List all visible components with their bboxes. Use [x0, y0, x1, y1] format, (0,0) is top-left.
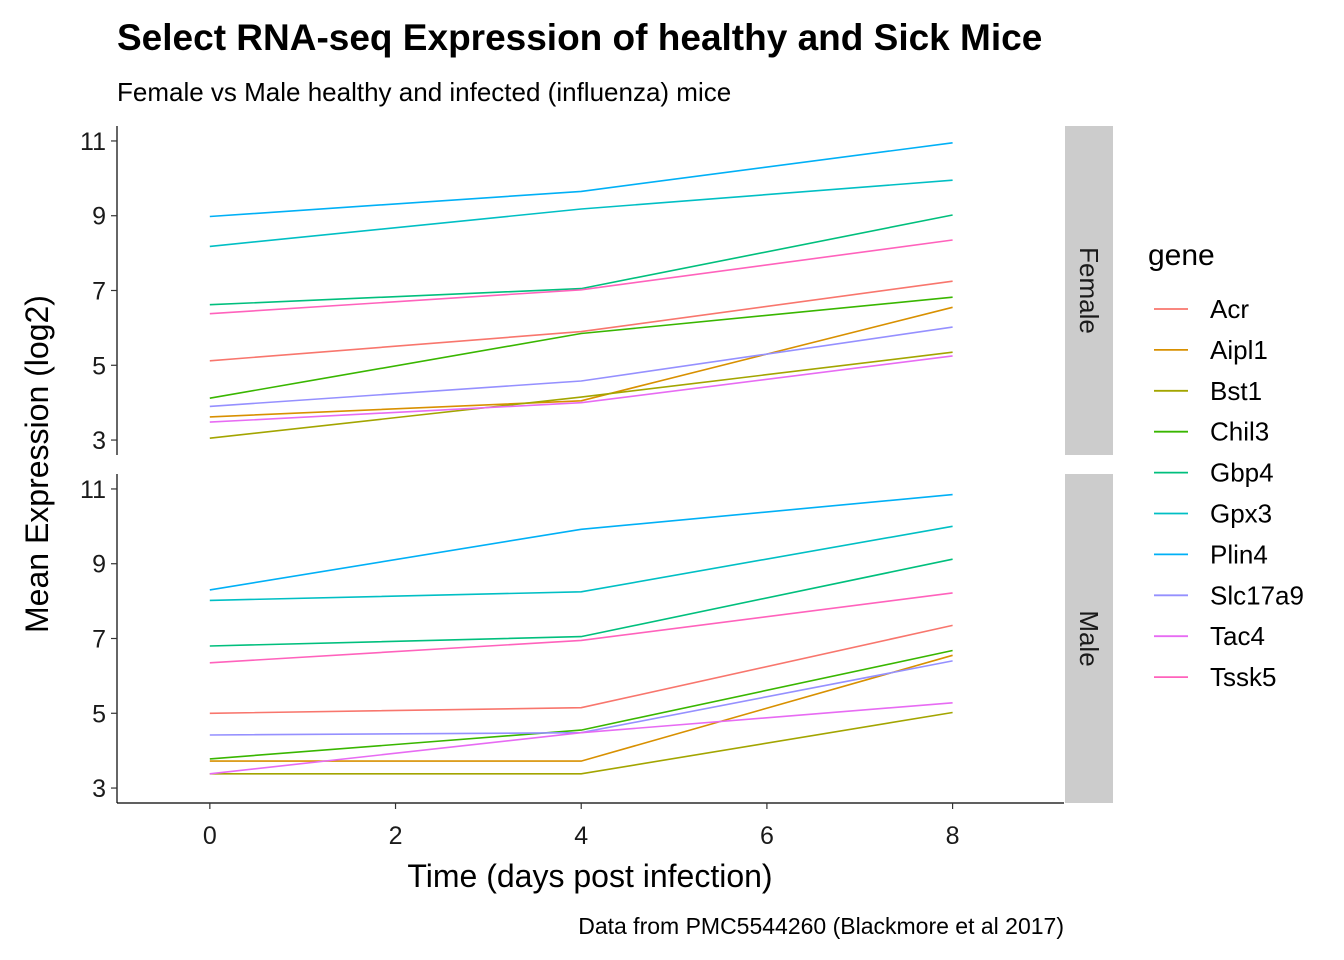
- series-line-gpx3-male: [209, 525, 953, 602]
- facet-strip: [1065, 126, 1113, 455]
- x-tick-label: 2: [389, 822, 403, 850]
- legend-label-slc17a9: Slc17a9: [1210, 580, 1304, 610]
- y-tick-label: 5: [92, 352, 106, 380]
- series-line-gbp4-male: [209, 558, 953, 647]
- series-line-chil3-male: [209, 649, 953, 760]
- y-tick-label: 11: [80, 128, 106, 156]
- legend-label-gbp4: Gbp4: [1210, 458, 1274, 488]
- facet-strip-label: Male: [1074, 610, 1104, 666]
- y-tick-label: 7: [92, 626, 106, 654]
- legend-label-acr: Acr: [1210, 294, 1249, 324]
- series-line-slc17a9-female: [209, 326, 953, 408]
- legend-label-tssk5: Tssk5: [1210, 662, 1276, 692]
- y-tick-label: 9: [92, 203, 106, 231]
- chart-title: Select RNA-seq Expression of healthy and…: [117, 17, 1042, 58]
- panel-female: 3 5 7 9 11 Female: [80, 126, 1113, 455]
- y-tick-label: 11: [80, 476, 106, 504]
- chart-subtitle: Female vs Male healthy and infected (inf…: [117, 77, 731, 107]
- y-axis-title: Mean Expression (log2): [19, 295, 55, 633]
- y-tick-label: 5: [92, 700, 106, 728]
- y-tick-label: 7: [92, 278, 106, 306]
- x-tick-label: 6: [760, 822, 774, 850]
- series-line-plin4-female: [209, 142, 953, 218]
- series-line-tssk5-female: [209, 239, 953, 315]
- caption: Data from PMC5544260 (Blackmore et al 20…: [578, 913, 1064, 939]
- series-line-gpx3-female: [209, 179, 953, 248]
- legend-label-bst1: Bst1: [1210, 376, 1262, 406]
- x-tick-label: 0: [203, 822, 217, 850]
- series-line-tac4-male: [209, 702, 953, 775]
- x-axis-title: Time (days post infection): [407, 858, 772, 894]
- facet-strip-label: Female: [1074, 247, 1104, 334]
- legend-label-aipl1: Aipl1: [1210, 335, 1268, 365]
- series-line-aipl1-male: [209, 654, 953, 762]
- series-line-bst1-female: [209, 351, 953, 439]
- series-line-acr-male: [209, 624, 953, 715]
- series-line-tssk5-male: [209, 592, 953, 664]
- x-tick-label: 4: [574, 822, 588, 850]
- series-line-gbp4-female: [209, 214, 953, 306]
- panel-male: 3 5 7 9 11 Male: [80, 474, 1113, 803]
- legend-title: gene: [1148, 239, 1215, 272]
- series-line-aipl1-female: [209, 306, 953, 418]
- y-tick-label: 3: [92, 775, 106, 803]
- legend: gene Acr Aipl1 Bst1 Chil3 Gbp4 Gpx3 Plin4 Slc17…: [1148, 239, 1304, 692]
- series-line-bst1-male: [209, 711, 953, 775]
- facet-strip: [1065, 474, 1113, 803]
- series-line-chil3-female: [209, 296, 953, 399]
- series-line-slc17a9-male: [209, 660, 953, 736]
- series-line-plin4-male: [209, 493, 953, 591]
- series-line-acr-female: [209, 280, 953, 362]
- legend-label-gpx3: Gpx3: [1210, 499, 1272, 529]
- series-line-tac4-female: [209, 355, 953, 423]
- y-tick-label: 3: [92, 427, 106, 455]
- legend-label-plin4: Plin4: [1210, 539, 1268, 569]
- legend-label-chil3: Chil3: [1210, 417, 1269, 447]
- y-tick-label: 9: [92, 551, 106, 579]
- legend-label-tac4: Tac4: [1210, 621, 1265, 651]
- x-tick-label: 8: [946, 822, 960, 850]
- x-axis: 0 2 4 6 8: [117, 802, 1064, 850]
